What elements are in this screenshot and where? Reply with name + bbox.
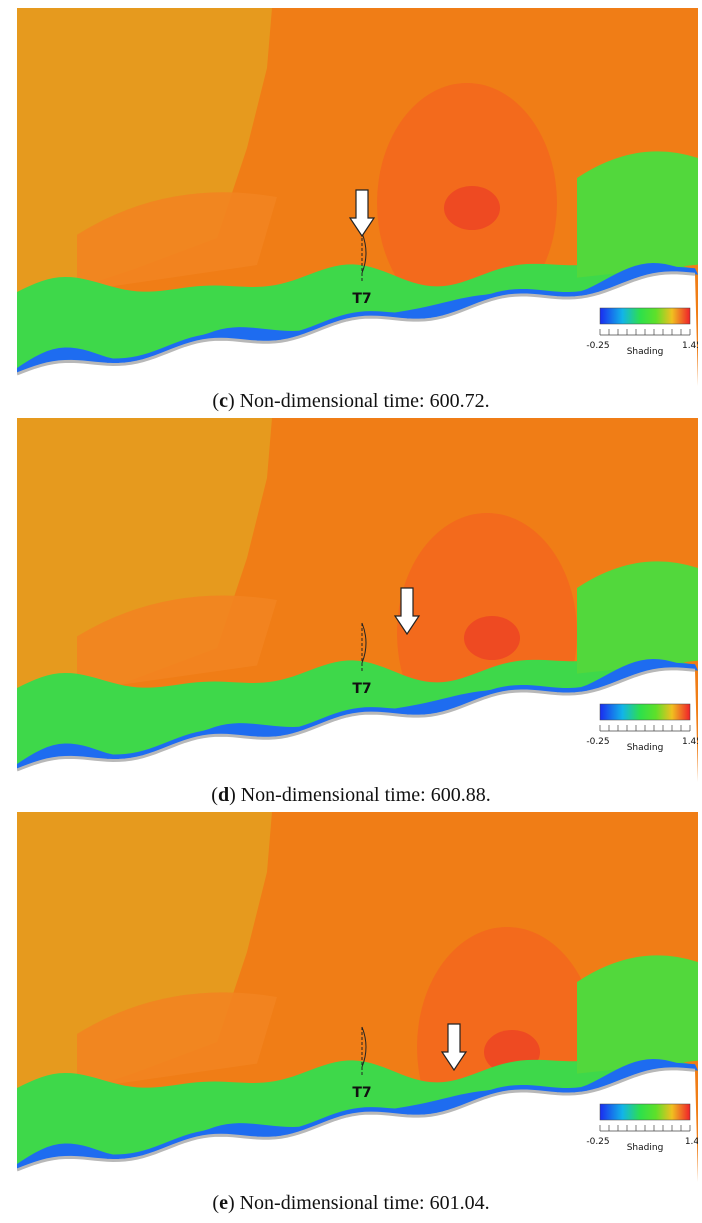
ground [17,1068,698,1182]
colorbar-max: 1.4 [685,1137,698,1147]
colorbar [599,1103,691,1121]
arrow [348,189,376,238]
field-band [77,595,277,691]
field-right-layer [577,955,698,1074]
contour-panel: T7 -0.25 1.4 Shading [17,812,698,1182]
ground [17,272,698,386]
caption-letter: d [217,784,230,806]
colorbar-title: Shading [627,1143,664,1153]
caption-letter: e [219,1192,228,1214]
colorbar-min: -0.25 [586,737,609,747]
ground-line [17,271,696,376]
caption-text: ( [212,1192,220,1214]
probe-label: T7 [352,681,371,697]
caption-text: ) Non-dimensional time: 600.72. [227,390,490,412]
caption-text: ( [212,390,220,412]
field-peak [464,616,520,660]
caption: (d) Non-dimensional time: 600.88. [0,784,702,807]
field-low [17,263,698,374]
colorbar [599,307,691,325]
contour-panel: T7 -0.25 1.45 Shading [17,8,698,386]
colorbar-max: 1.45 [682,737,698,747]
caption-text: ( [211,784,218,806]
probe-shape [361,232,367,274]
colorbar [599,703,691,721]
arrow [440,1023,468,1072]
caption-letter: c [219,390,228,412]
field-right-layer [577,561,698,674]
caption: (e) Non-dimensional time: 601.04. [0,1192,702,1215]
arrow [393,587,421,636]
ground [17,668,698,782]
colorbar-min: -0.25 [586,1137,609,1147]
field-low [17,659,698,770]
probe-label: T7 [352,291,371,307]
field-peak [444,186,500,230]
caption: (c) Non-dimensional time: 600.72. [0,390,702,413]
colorbar-max: 1.45 [682,341,698,351]
field-right-layer [577,151,698,278]
ground-line [17,667,696,772]
contour-panel: T7 -0.25 1.45 Shading [17,418,698,782]
ground-line [17,1067,696,1172]
probe-shape [361,1026,367,1068]
field-band [77,992,277,1090]
field-low [17,1059,698,1170]
field-band [77,192,277,292]
caption-text: ) Non-dimensional time: 600.88. [229,784,491,806]
caption-text: ) Non-dimensional time: 601.04. [227,1192,490,1214]
probe-label: T7 [352,1085,371,1101]
probe-shape [361,622,367,664]
colorbar-title: Shading [627,347,664,357]
colorbar-title: Shading [627,743,664,753]
colorbar-min: -0.25 [586,341,609,351]
